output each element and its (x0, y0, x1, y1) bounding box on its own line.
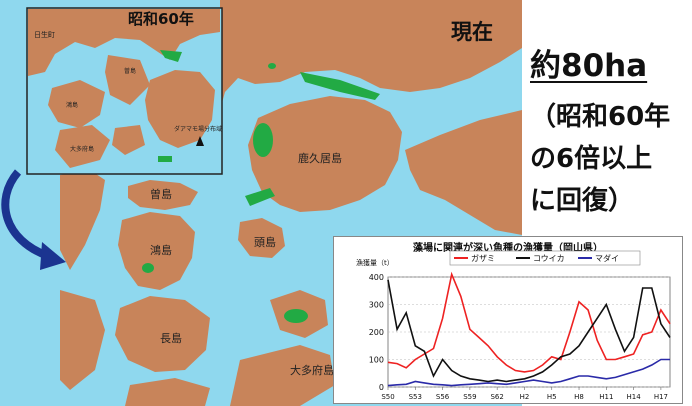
legend-box (449, 250, 641, 266)
seagrass-patch (268, 63, 276, 69)
series-line-マダイ (387, 358, 670, 387)
series-line-ガザミ (387, 271, 671, 373)
place-label-sone: 曽島 (150, 188, 172, 201)
y-tick-label: 100 (369, 356, 384, 365)
arrow-head (40, 242, 66, 270)
land-south-middle (125, 378, 210, 406)
legend-label: マダイ (595, 253, 619, 263)
inset-island-kakui (145, 70, 215, 148)
place-label-ootabu: 大多府島 (290, 364, 334, 377)
chart-xticks: S50 S53 S56 S59 S62 H2 H5 H8 H11 H14 H17 (381, 387, 668, 401)
legend-label: ガザミ (471, 253, 495, 263)
x-tick-label: S62 (490, 393, 503, 401)
x-tick-label: H17 (654, 393, 668, 401)
island-east (405, 110, 522, 235)
island-naga (115, 296, 210, 372)
inset-legend-swatch (158, 156, 172, 162)
x-tick-label: H2 (520, 393, 530, 401)
island-ootabu (230, 345, 335, 406)
recovery-note-line: に回復） (530, 186, 635, 216)
inset-legend-label: ダアマモ場分布域 (174, 126, 223, 133)
inset-town-label: 日生町 (34, 31, 55, 39)
inset-seagrass (160, 50, 182, 62)
north-arrow-icon (196, 136, 204, 146)
island-kashira (238, 218, 285, 258)
legend-label: コウイカ (533, 254, 565, 263)
island-sone (128, 180, 198, 210)
inset-island-label: 曽島 (124, 68, 137, 75)
x-tick-label: S59 (463, 393, 476, 401)
place-label-naga: 長島 (160, 332, 182, 345)
present-map-canvas (0, 0, 522, 406)
present-map (0, 0, 522, 406)
area-value: 約80ha (530, 48, 648, 84)
land-west (60, 170, 105, 270)
x-tick-label: S53 (409, 393, 422, 401)
seagrass-patch (142, 263, 154, 273)
inset-island-south-2 (112, 125, 145, 155)
chart-ylabel: 漁獲量（t） (356, 258, 394, 267)
inset-island-west (48, 80, 105, 128)
recovery-note-line: （昭和60年 (530, 102, 671, 132)
y-tick-label: 200 (369, 328, 384, 337)
recovery-note: （昭和60年 の6倍以上 に回復） (530, 96, 690, 222)
inset-island-label: 鴻島 (66, 102, 79, 109)
x-tick-label: H8 (574, 393, 584, 401)
seagrass-patch (245, 188, 275, 206)
seagrass-patch (300, 72, 380, 100)
x-tick-label: S56 (436, 393, 450, 401)
chart-legend: ガザミ コウイカ マダイ (449, 250, 641, 266)
seagrass-patch (284, 309, 308, 323)
place-label-kakui: 鹿久居島 (298, 152, 342, 165)
chart-lines (387, 271, 671, 387)
inset-title: 昭和60年 (128, 10, 194, 28)
catch-chart-svg: 藻場に関連が深い魚種の漁獲量（岡山県） 漁獲量（t） 0100200300400… (356, 241, 671, 401)
y-tick-label: 300 (369, 301, 384, 310)
x-tick-label: H5 (547, 393, 557, 401)
series-line-コウイカ (387, 279, 671, 383)
inset-island-mid (105, 55, 150, 105)
y-tick-label: 0 (379, 383, 384, 392)
mainland-north (220, 0, 522, 110)
catch-chart: 藻場に関連が深い魚種の漁獲量（岡山県） 漁獲量（t） 0 100 200 300 400… (333, 236, 683, 404)
chart-yticks: 0 100 200 300 400 (369, 273, 384, 392)
x-tick-label: S50 (381, 393, 394, 401)
inset-mainland (28, 9, 220, 76)
inset-map (26, 7, 223, 175)
place-label-kashira: 頭島 (254, 236, 276, 249)
inset-island-south (55, 125, 110, 168)
curved-arrow (1, 169, 50, 260)
chart-grid (387, 276, 671, 388)
x-tick-label: H14 (627, 393, 642, 401)
present-label: 現在 (451, 20, 493, 44)
island-kou (118, 212, 195, 290)
y-tick-label: 400 (369, 273, 384, 282)
recovery-note-line: の6倍以上 (530, 144, 653, 174)
island-kakui (248, 96, 402, 212)
seagrass-patch (253, 123, 273, 157)
place-label-kou: 鴻島 (150, 244, 172, 257)
x-tick-label: H11 (599, 393, 613, 401)
inset-island-label: 大多府島 (70, 146, 95, 153)
land-southwest (60, 290, 105, 390)
